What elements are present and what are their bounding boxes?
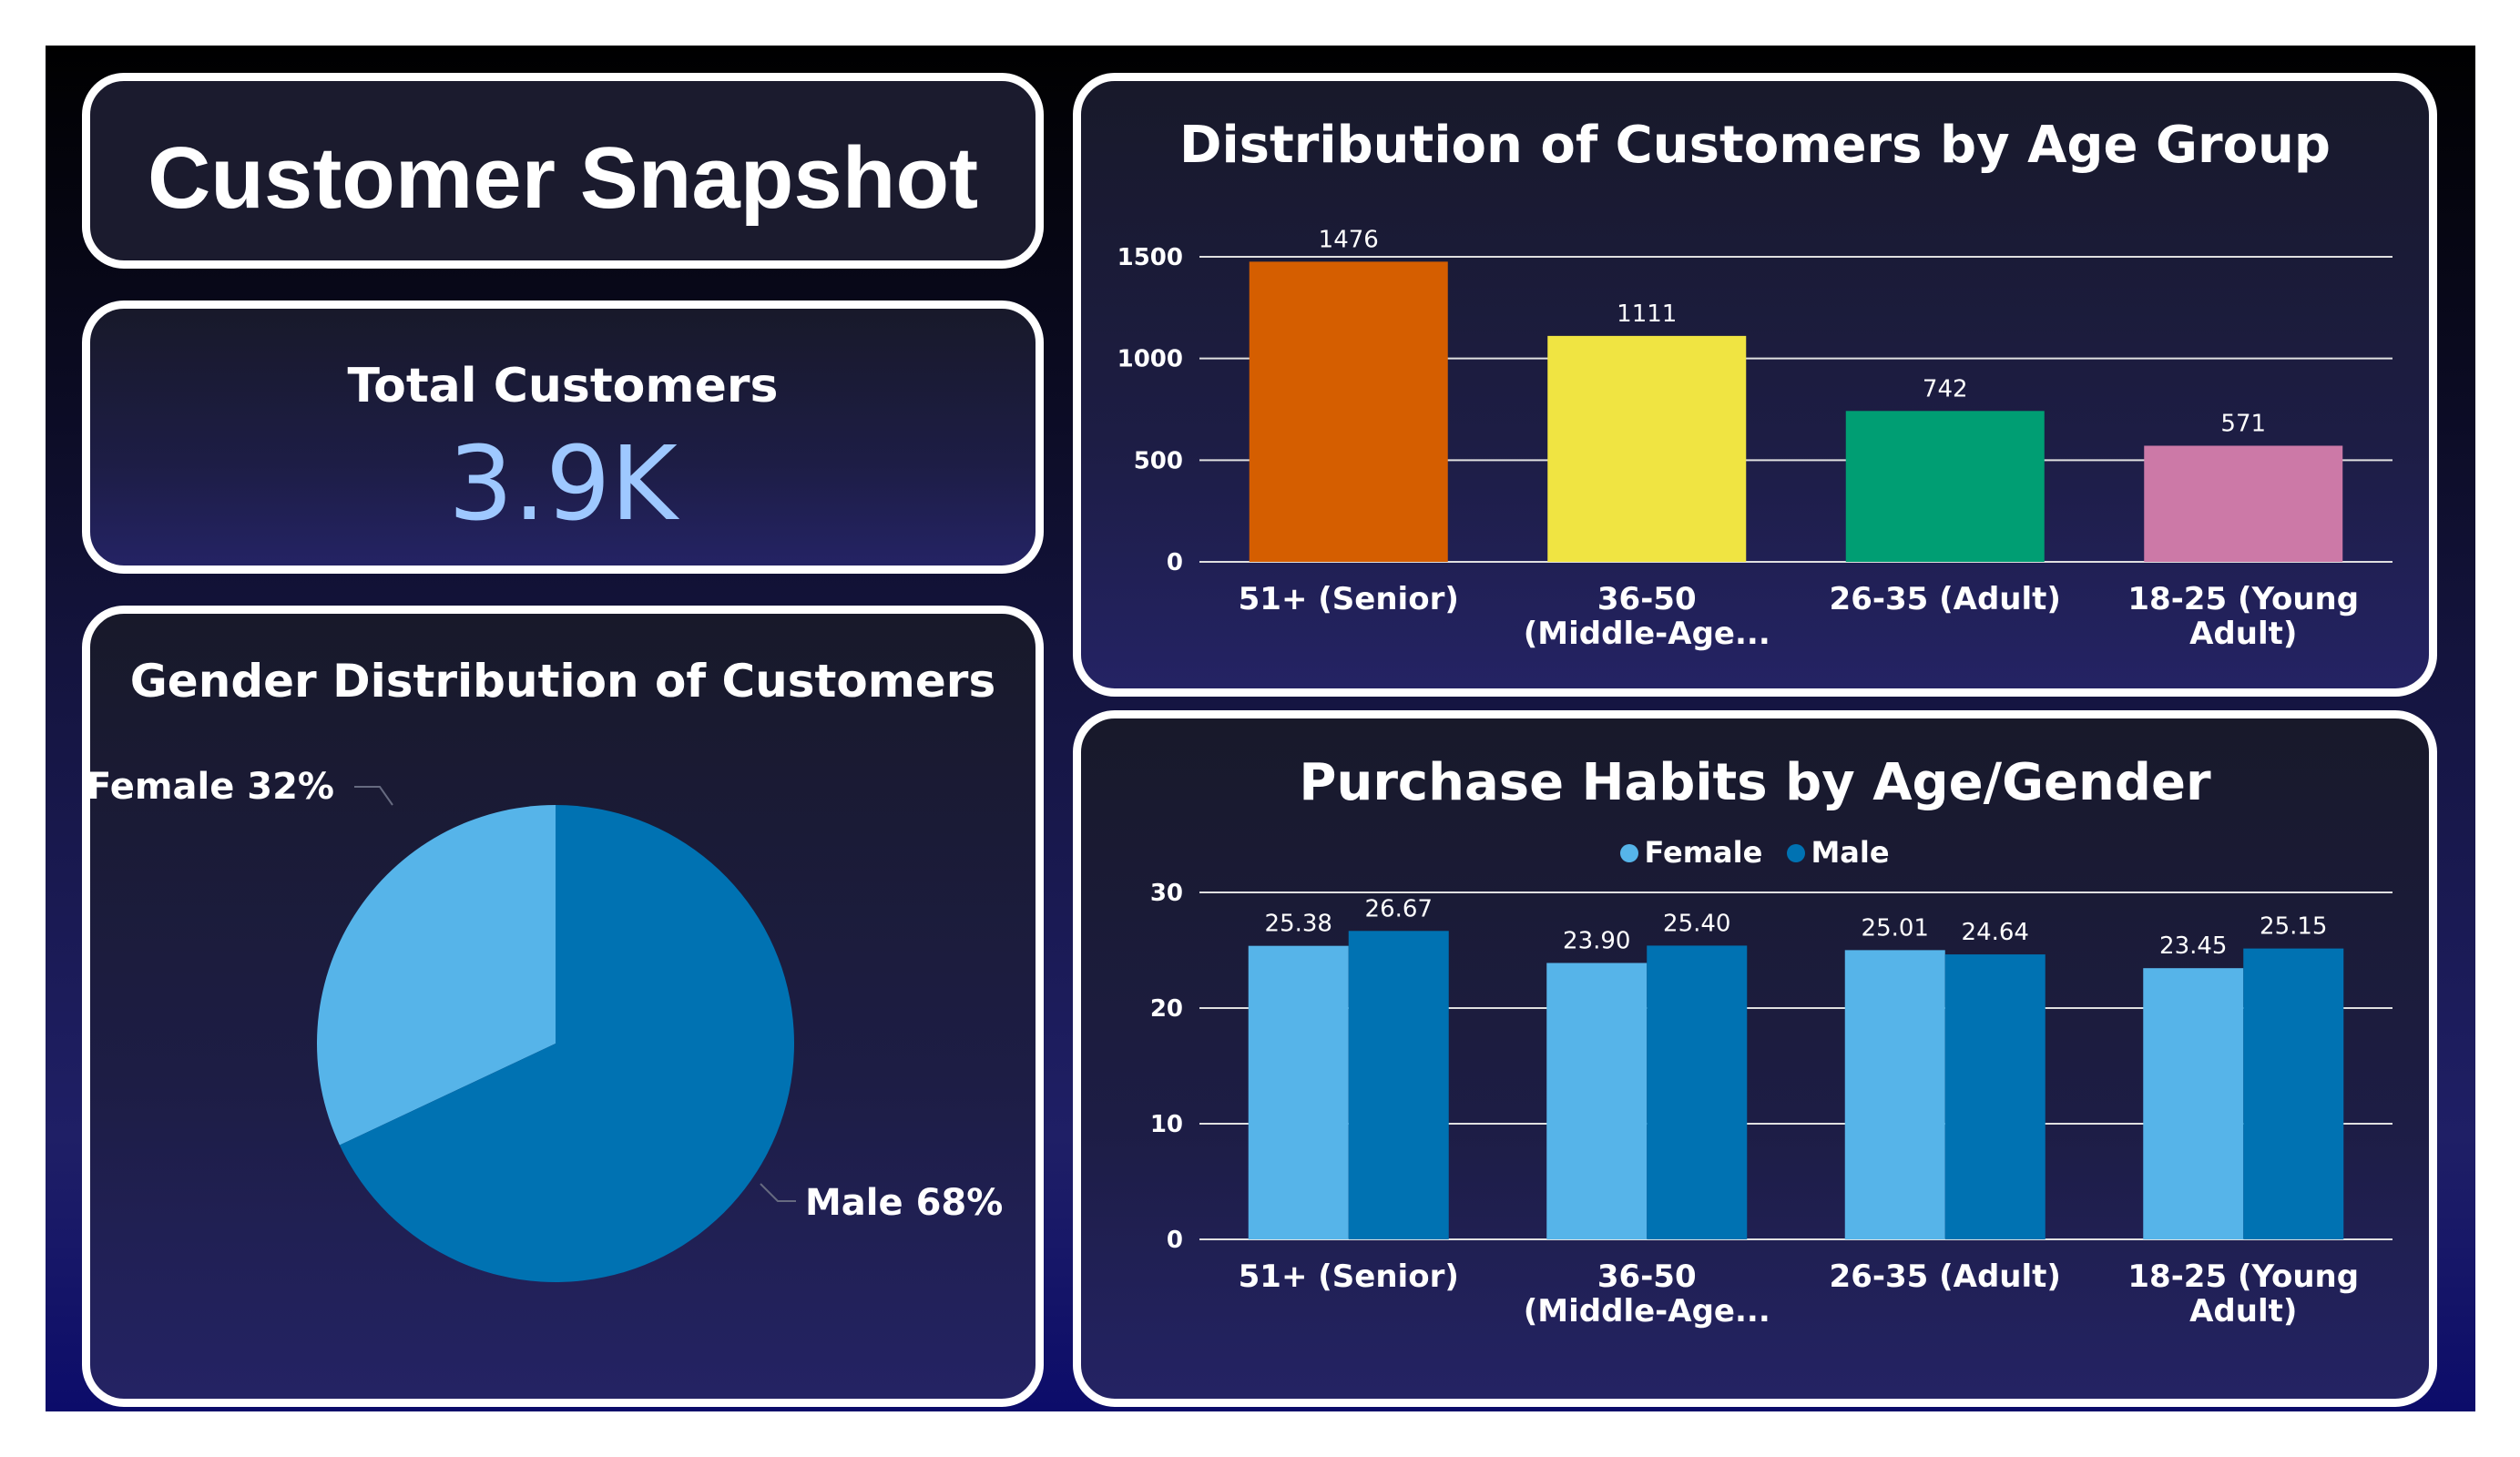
total-customers-card: Total Customers 3.9K [82, 301, 1044, 574]
legend-dot-female [1620, 844, 1639, 862]
age-bar-value: 1476 [1319, 226, 1379, 253]
legend-item-female: Female [1620, 835, 1762, 870]
purchase-y-tick: 30 [1150, 880, 1183, 907]
purchase-category-label: 36-50 (Middle-Age... [1524, 1258, 1770, 1330]
purchase-category-label: 18-25 (Young Adult) [2127, 1258, 2359, 1330]
pie-label-female: Female 32% [87, 766, 334, 808]
age-bar-value: 571 [2220, 410, 2266, 437]
age-y-tick: 1000 [1117, 346, 1183, 373]
purchase-chart-card: Purchase Habits by Age/Gender Female Mal… [1073, 710, 2437, 1407]
age-bar-chart: 0 500 1000 1500 1476 51+ (Senior) 1111 36-50 (Mi… [1117, 226, 2392, 652]
legend-dot-male [1787, 844, 1806, 862]
purchase-category-label: 26-35 (Adult) [1830, 1258, 2061, 1295]
age-y-tick: 0 [1167, 549, 1183, 576]
dashboard: Customer Snapshot Total Customers 3.9K G… [46, 46, 2475, 1411]
kpi-label: Total Customers [347, 359, 779, 413]
purchase-category-label: 51+ (Senior) [1239, 1258, 1459, 1295]
purchase-bar-value: 23.90 [1563, 927, 1630, 954]
age-bar-value: 1111 [1617, 301, 1677, 328]
purchase-bar-female [1546, 963, 1648, 1239]
legend-item-male: Male [1787, 835, 1890, 870]
gender-chart-title: Gender Distribution of Customers [129, 655, 996, 708]
age-y-tick: 1500 [1117, 244, 1183, 271]
purchase-bar-female [1844, 950, 1945, 1239]
purchase-bar-male [1944, 954, 2046, 1239]
purchase-bar-male [1348, 931, 1449, 1239]
purchase-bar-female [1248, 945, 1349, 1239]
age-chart-title: Distribution of Customers by Age Group [1179, 116, 2331, 175]
purchase-bar-value: 25.40 [1663, 910, 1730, 937]
purchase-y-tick: 10 [1150, 1111, 1183, 1138]
legend-label-female: Female [1644, 835, 1763, 870]
purchase-bar-male [1647, 945, 1748, 1239]
age-y-tick: 500 [1134, 447, 1183, 474]
title-card: Customer Snapshot [82, 73, 1044, 269]
purchase-bar-value: 25.01 [1862, 914, 1929, 942]
purchase-y-tick: 0 [1167, 1227, 1183, 1254]
gender-pie-chart: Female 32% Male 68% [87, 766, 1003, 1282]
purchase-y-tick: 20 [1150, 995, 1183, 1023]
age-category-label: 18-25 (Young Adult) [2127, 581, 2359, 652]
purchase-bar-value: 23.45 [2159, 932, 2227, 960]
gender-chart-card: Gender Distribution of Customers Female … [82, 606, 1044, 1407]
age-bar [2144, 445, 2343, 562]
kpi-value: 3.9K [448, 425, 678, 544]
age-category-label: 36-50 (Middle-Age... [1524, 581, 1770, 652]
legend-label-male: Male [1811, 835, 1890, 870]
purchase-bar-female [2143, 968, 2244, 1239]
purchase-chart-title: Purchase Habits by Age/Gender [1299, 753, 2211, 812]
age-bar [1547, 335, 1747, 562]
pie-label-male: Male 68% [805, 1182, 1003, 1224]
page-title: Customer Snapshot [147, 129, 979, 227]
age-category-label: 26-35 (Adult) [1830, 581, 2061, 617]
age-chart-card: Distribution of Customers by Age Group 0… [1073, 73, 2437, 697]
pie-slice-male [339, 805, 795, 1282]
pie-leader-female [354, 786, 393, 806]
purchase-bar-value: 24.64 [1962, 919, 2029, 946]
purchase-bar-chart: 0 10 20 30 25.38 26.67 51+ (Senior) 23.90 25.40 3… [1150, 880, 2392, 1330]
age-bar [1845, 411, 2045, 562]
purchase-bar-male [2243, 948, 2344, 1239]
pie-slice-female [316, 805, 556, 1146]
age-bar-value: 742 [1923, 375, 1968, 402]
purchase-bar-value: 25.15 [2260, 913, 2327, 941]
purchase-legend: Female Male [1081, 835, 2429, 870]
purchase-bar-value: 26.67 [1365, 895, 1433, 922]
pie-leader-male [760, 1183, 796, 1202]
age-category-label: 51+ (Senior) [1239, 581, 1459, 617]
purchase-bar-value: 25.38 [1265, 911, 1332, 938]
age-bar [1249, 261, 1448, 562]
